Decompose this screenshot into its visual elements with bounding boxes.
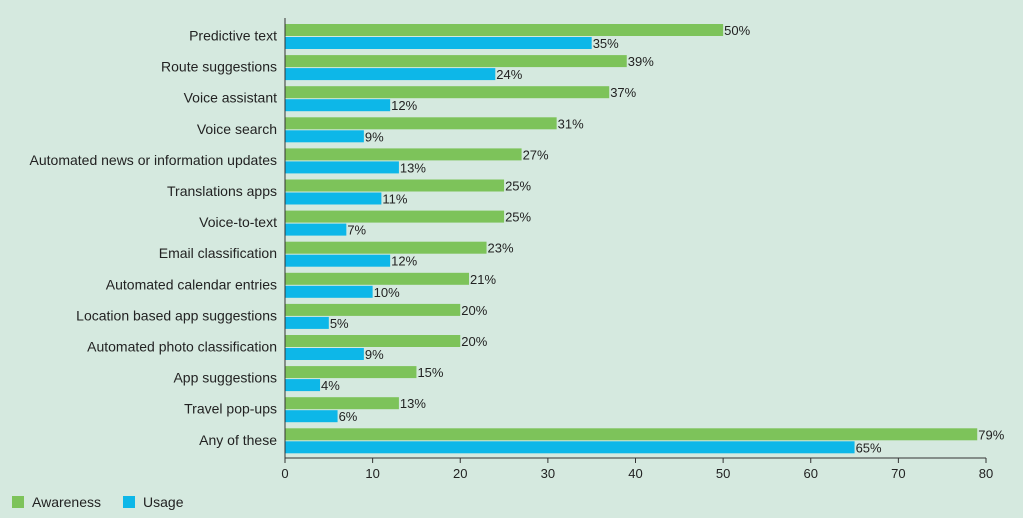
legend-label-usage: Usage	[143, 494, 184, 510]
data-label-awareness: 23%	[488, 241, 514, 256]
x-tick-label: 70	[891, 466, 905, 481]
data-label-usage: 10%	[374, 285, 400, 300]
legend-label-awareness: Awareness	[32, 494, 102, 510]
bar-usage	[285, 161, 399, 174]
bar-awareness	[285, 117, 557, 130]
data-label-awareness: 21%	[470, 272, 496, 287]
data-label-usage: 7%	[347, 223, 366, 238]
data-label-awareness: 25%	[505, 179, 531, 194]
data-label-usage: 4%	[321, 378, 340, 393]
bar-awareness	[285, 148, 522, 161]
bar-awareness	[285, 210, 505, 223]
category-label: Translations apps	[167, 183, 277, 199]
legend-item-usage: Usage	[123, 494, 183, 510]
bar-usage	[285, 441, 855, 454]
data-label-usage: 65%	[856, 440, 882, 455]
bar-usage	[285, 68, 496, 81]
bar-awareness	[285, 397, 399, 410]
data-label-usage: 9%	[365, 347, 384, 362]
bar-awareness	[285, 86, 610, 99]
bar-chart: Predictive text 50% 35% Route suggestions 39…	[30, 18, 1005, 481]
bar-usage	[285, 130, 364, 143]
category-label: Email classification	[159, 245, 277, 261]
bar-usage	[285, 379, 321, 392]
bar-usage	[285, 254, 391, 267]
data-label-awareness: 15%	[417, 365, 443, 380]
legend-swatch-usage	[123, 496, 136, 508]
category-label: Travel pop-ups	[184, 401, 277, 417]
x-tick-label: 20	[453, 466, 467, 481]
x-tick-label: 40	[628, 466, 642, 481]
bar-usage	[285, 410, 338, 423]
data-label-awareness: 20%	[461, 303, 487, 318]
bar-usage	[285, 348, 364, 360]
bar-awareness	[285, 272, 470, 285]
bar-usage	[285, 192, 382, 205]
category-label: Voice assistant	[184, 90, 277, 106]
x-tick-label: 30	[541, 466, 555, 481]
category-label: Route suggestions	[161, 59, 277, 75]
category-label: Location based app suggestions	[76, 307, 277, 323]
bar-usage	[285, 37, 592, 49]
data-label-usage: 11%	[382, 192, 407, 207]
bar-usage	[285, 316, 329, 329]
x-tick-label: 80	[979, 466, 993, 481]
data-label-usage: 12%	[391, 98, 417, 113]
bar-usage	[285, 223, 347, 236]
data-label-awareness: 13%	[400, 396, 426, 411]
category-label: Voice search	[197, 121, 277, 137]
data-label-usage: 5%	[330, 316, 349, 331]
bar-awareness	[285, 366, 417, 379]
bar-awareness	[285, 303, 461, 316]
data-label-awareness: 31%	[558, 116, 584, 131]
data-label-usage: 24%	[496, 67, 522, 82]
bar-awareness	[285, 428, 978, 441]
category-label: App suggestions	[173, 370, 277, 386]
data-label-usage: 35%	[593, 36, 619, 51]
x-tick-label: 60	[804, 466, 818, 481]
category-label: Automated photo classification	[87, 339, 277, 355]
bar-awareness	[285, 179, 505, 192]
data-label-awareness: 39%	[628, 54, 654, 69]
category-label: Automated calendar entries	[106, 276, 277, 292]
bar-usage	[285, 285, 373, 298]
data-label-awareness: 20%	[461, 334, 487, 349]
data-label-usage: 12%	[391, 254, 417, 269]
legend: Awareness Usage	[12, 494, 205, 510]
category-label: Any of these	[199, 432, 277, 448]
data-label-usage: 6%	[339, 409, 358, 424]
legend-item-awareness: Awareness	[12, 494, 101, 510]
category-label: Automated news or information updates	[30, 152, 277, 168]
data-label-awareness: 27%	[523, 147, 549, 162]
data-label-awareness: 25%	[505, 210, 531, 225]
legend-swatch-awareness	[12, 496, 24, 508]
data-label-usage: 9%	[365, 129, 384, 144]
x-tick-label: 10	[365, 466, 379, 481]
bar-awareness	[285, 24, 724, 36]
x-tick-label: 0	[281, 466, 288, 481]
data-label-usage: 13%	[400, 160, 426, 175]
x-tick-label: 50	[716, 466, 730, 481]
data-label-awareness: 50%	[724, 23, 750, 38]
category-label: Voice-to-text	[199, 214, 277, 230]
data-label-awareness: 37%	[610, 85, 636, 100]
bar-awareness	[285, 241, 487, 254]
bar-awareness	[285, 335, 461, 347]
data-label-awareness: 79%	[978, 427, 1004, 442]
category-label: Predictive text	[189, 28, 277, 44]
bar-awareness	[285, 55, 627, 68]
bar-usage	[285, 99, 391, 112]
